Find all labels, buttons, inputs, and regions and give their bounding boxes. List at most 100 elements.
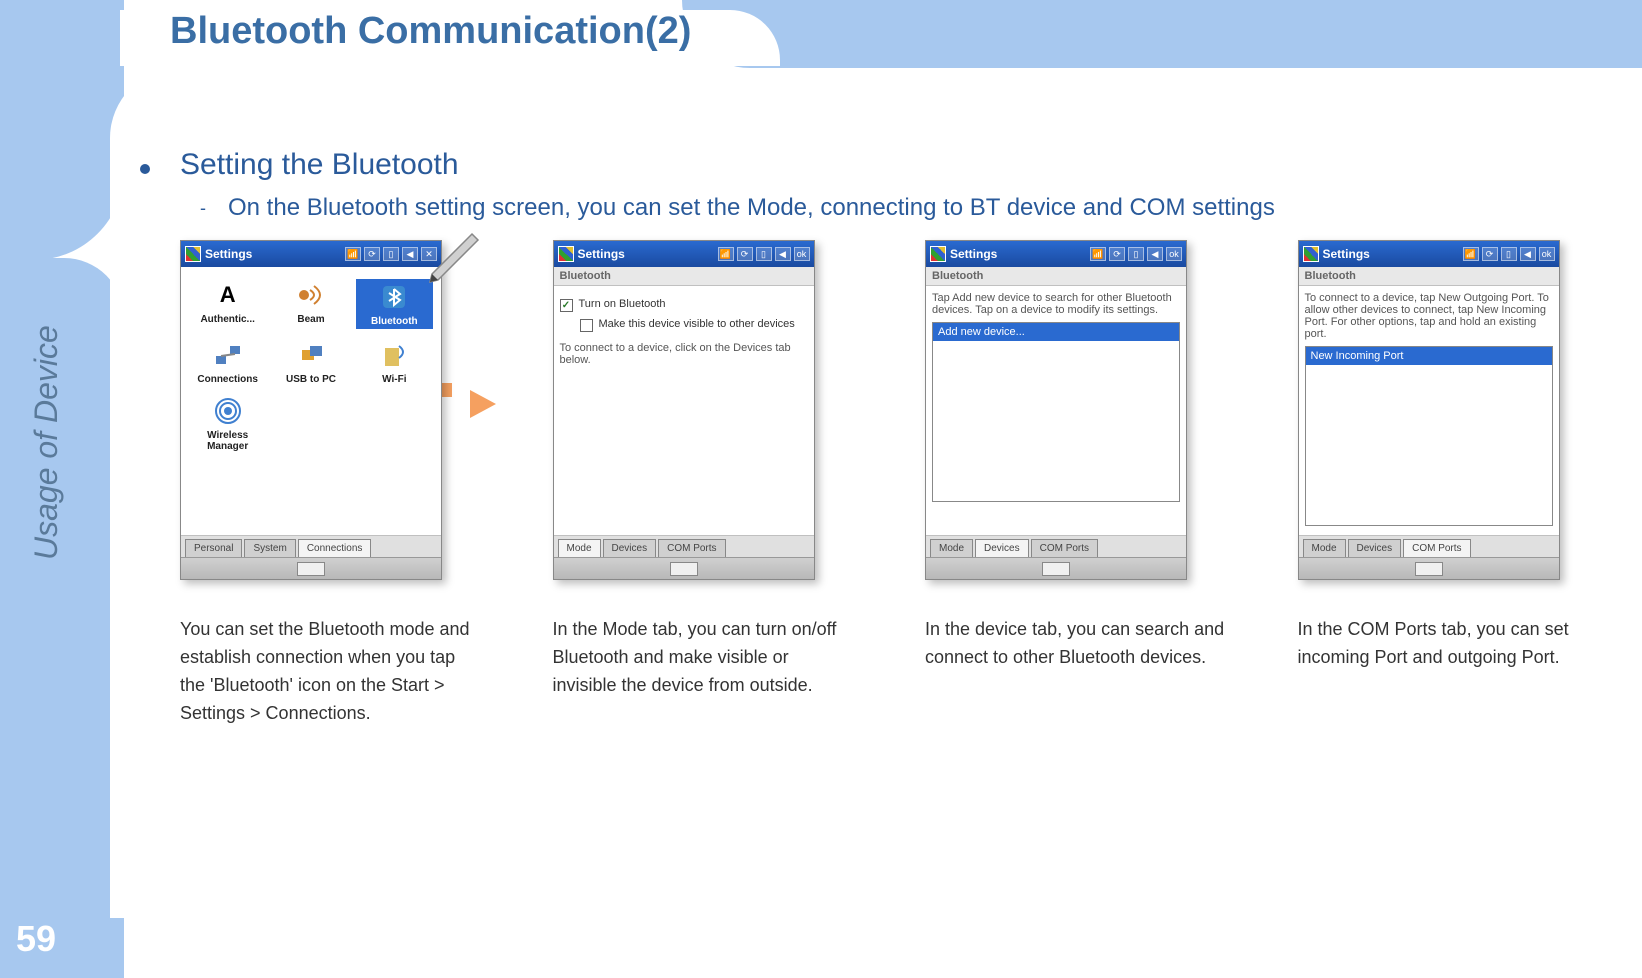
tab-personal[interactable]: Personal (185, 539, 242, 557)
make-visible-row[interactable]: Make this device visible to other device… (580, 318, 808, 332)
label-beam: Beam (297, 314, 324, 325)
tab-devices[interactable]: Devices (975, 539, 1029, 557)
ok-button[interactable]: ok (1166, 247, 1182, 261)
signal-icon[interactable]: 📶 (345, 247, 361, 261)
caption-4: In the COM Ports tab, you can set incomi… (1298, 616, 1601, 672)
app-connections[interactable]: Connections (189, 339, 266, 385)
bullet-sub: On the Bluetooth setting screen, you can… (228, 194, 1275, 222)
devices-listbox[interactable]: Add new device... (932, 322, 1180, 502)
sip-bar (1299, 557, 1559, 579)
sync-icon[interactable]: ⟳ (737, 247, 753, 261)
screenshot-mode: Settings 📶 ⟳ ▯ ◀ ok Bluetooth ✓ Turn on … (553, 240, 815, 580)
keyboard-icon[interactable] (1415, 562, 1443, 576)
label-authentic: Authentic... (200, 314, 254, 325)
antenna-icon[interactable]: ▯ (1128, 247, 1144, 261)
antenna-icon[interactable]: ▯ (1501, 247, 1517, 261)
dash-icon: - (200, 198, 206, 219)
titlebar: Settings 📶 ⟳ ▯ ◀ ok (554, 241, 814, 267)
start-flag-icon[interactable] (930, 246, 946, 262)
keyboard-icon[interactable] (670, 562, 698, 576)
close-icon[interactable]: ✕ (421, 247, 437, 261)
app-usb[interactable]: USB to PC (272, 339, 349, 385)
tab-mode[interactable]: Mode (1303, 539, 1346, 557)
ok-button[interactable]: ok (1539, 247, 1555, 261)
keyboard-icon[interactable] (297, 562, 325, 576)
label-wifi: Wi-Fi (382, 374, 406, 385)
titlebar: Settings 📶 ⟳ ▯ ◀ ✕ (181, 241, 441, 267)
label-usb: USB to PC (286, 374, 336, 385)
titlebar-text: Settings (1323, 247, 1459, 261)
volume-icon[interactable]: ◀ (1520, 247, 1536, 261)
app-wireless-manager[interactable]: Wireless Manager (189, 395, 266, 452)
tab-mode[interactable]: Mode (930, 539, 973, 557)
bullet-dot-icon (140, 164, 150, 174)
app-authenticate[interactable]: A Authentic... (189, 279, 266, 329)
keyboard-icon[interactable] (1042, 562, 1070, 576)
titlebar-text: Settings (578, 247, 714, 261)
sync-icon[interactable]: ⟳ (1109, 247, 1125, 261)
ports-listbox[interactable]: New Incoming Port (1305, 346, 1553, 526)
titlebar-text: Settings (950, 247, 1086, 261)
bluetooth-icon (378, 281, 410, 313)
screenshot-row: Settings 📶 ⟳ ▯ ◀ ✕ A Authentic... (180, 240, 1600, 728)
new-incoming-port-item[interactable]: New Incoming Port (1306, 347, 1552, 365)
label-wireless: Wireless Manager (189, 430, 266, 452)
tab-connections[interactable]: Connections (298, 539, 372, 557)
caption-2: In the Mode tab, you can turn on/off Blu… (553, 616, 856, 700)
subtitle: Bluetooth (554, 267, 814, 286)
tab-devices[interactable]: Devices (1348, 539, 1402, 557)
screenshot-devices: Settings 📶 ⟳ ▯ ◀ ok Bluetooth Tap Add ne… (925, 240, 1187, 580)
tab-mode[interactable]: Mode (558, 539, 601, 557)
devices-body: Tap Add new device to search for other B… (926, 286, 1186, 535)
connections-body: A Authentic... Beam Bluetooth (181, 267, 441, 535)
caption-1: You can set the Bluetooth mode and estab… (180, 616, 483, 728)
tabstrip: Mode Devices COM Ports (926, 535, 1186, 557)
app-bluetooth[interactable]: Bluetooth (356, 279, 433, 329)
start-flag-icon[interactable] (558, 246, 574, 262)
tab-devices[interactable]: Devices (603, 539, 657, 557)
ok-button[interactable]: ok (794, 247, 810, 261)
page-number: 59 (16, 918, 56, 960)
titlebar: Settings 📶 ⟳ ▯ ◀ ok (1299, 241, 1559, 267)
volume-icon[interactable]: ◀ (775, 247, 791, 261)
tab-comports[interactable]: COM Ports (1031, 539, 1098, 557)
header-decoration (682, 0, 1642, 68)
signal-icon[interactable]: 📶 (718, 247, 734, 261)
tabstrip: Personal System Connections (181, 535, 441, 557)
app-beam[interactable]: Beam (272, 279, 349, 329)
mode-body: ✓ Turn on Bluetooth Make this device vis… (554, 286, 814, 535)
make-visible-label: Make this device visible to other device… (599, 318, 795, 330)
tab-comports[interactable]: COM Ports (1403, 539, 1470, 557)
tabstrip: Mode Devices COM Ports (1299, 535, 1559, 557)
antenna-icon[interactable]: ▯ (383, 247, 399, 261)
sync-icon[interactable]: ⟳ (364, 247, 380, 261)
turn-on-bluetooth-row[interactable]: ✓ Turn on Bluetooth (560, 298, 808, 312)
tab-comports[interactable]: COM Ports (658, 539, 725, 557)
sip-bar (554, 557, 814, 579)
label-bluetooth: Bluetooth (371, 316, 418, 327)
volume-icon[interactable]: ◀ (402, 247, 418, 261)
signal-icon[interactable]: 📶 (1463, 247, 1479, 261)
connect-hint: To connect to a device, click on the Dev… (560, 342, 808, 366)
screenshot-connections: Settings 📶 ⟳ ▯ ◀ ✕ A Authentic... (180, 240, 442, 580)
antenna-icon[interactable]: ▯ (756, 247, 772, 261)
turn-on-label: Turn on Bluetooth (579, 298, 666, 310)
titlebar: Settings 📶 ⟳ ▯ ◀ ok (926, 241, 1186, 267)
start-flag-icon[interactable] (185, 246, 201, 262)
add-new-device-item[interactable]: Add new device... (933, 323, 1179, 341)
sidebar-label: Usage of Device (28, 325, 65, 560)
subtitle: Bluetooth (1299, 267, 1559, 286)
checkbox-icon[interactable] (580, 319, 593, 332)
app-wifi[interactable]: Wi-Fi (356, 339, 433, 385)
signal-icon[interactable]: 📶 (1090, 247, 1106, 261)
start-flag-icon[interactable] (1303, 246, 1319, 262)
tabstrip: Mode Devices COM Ports (554, 535, 814, 557)
wireless-manager-icon (212, 395, 244, 427)
comports-body: To connect to a device, tap New Outgoing… (1299, 286, 1559, 535)
label-connections: Connections (197, 374, 258, 385)
volume-icon[interactable]: ◀ (1147, 247, 1163, 261)
checkbox-checked-icon[interactable]: ✓ (560, 299, 573, 312)
tab-system[interactable]: System (244, 539, 295, 557)
screenshot-comports: Settings 📶 ⟳ ▯ ◀ ok Bluetooth To connect… (1298, 240, 1560, 580)
sync-icon[interactable]: ⟳ (1482, 247, 1498, 261)
